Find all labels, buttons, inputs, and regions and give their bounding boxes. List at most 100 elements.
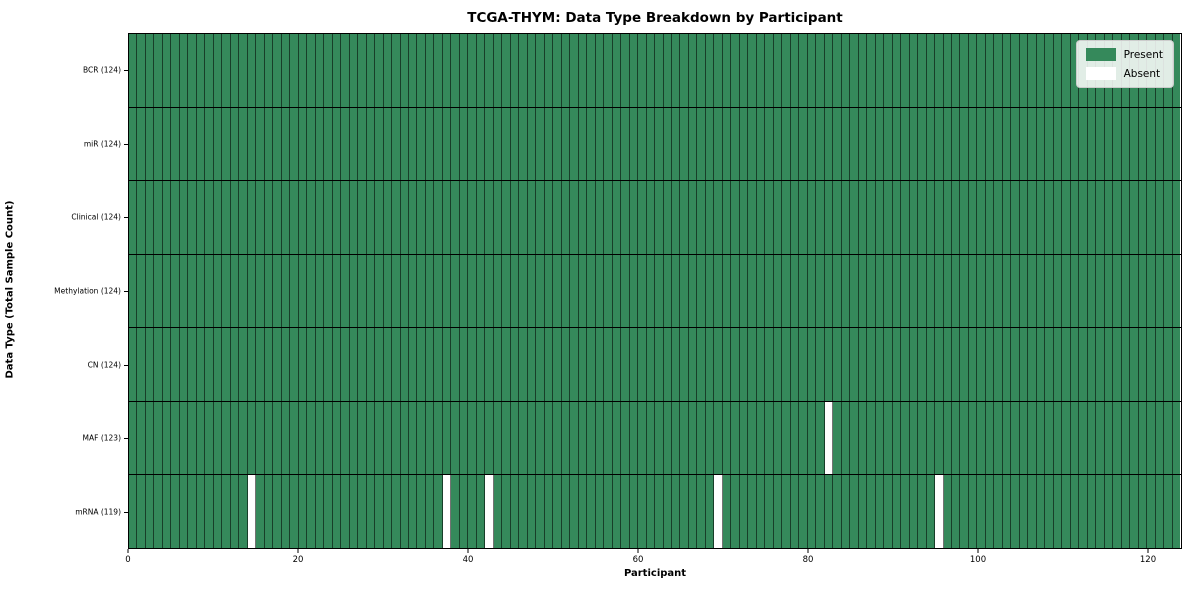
heatmap-cell-present <box>154 181 163 254</box>
heatmap-cell-present <box>833 401 842 475</box>
heatmap-cell-present <box>307 328 316 401</box>
heatmap-cell-present <box>655 107 664 181</box>
heatmap-cell-present <box>595 107 605 181</box>
heatmap-cell-present <box>434 181 443 254</box>
heatmap-cell-present <box>561 34 571 107</box>
heatmap-cell-present <box>256 107 265 181</box>
heatmap-cell-present <box>875 181 885 254</box>
heatmap-cell-present <box>1019 107 1029 181</box>
heatmap-cell-present <box>850 181 859 254</box>
heatmap-cell-present <box>341 328 350 401</box>
heatmap-cell-present <box>205 181 214 254</box>
heatmap-cell-present <box>307 475 316 549</box>
heatmap-cell-present <box>230 401 240 475</box>
heatmap-cell-present <box>196 254 206 328</box>
heatmap-cell-present <box>205 34 214 107</box>
heatmap-cell-present <box>408 401 418 475</box>
heatmap-cell-present <box>519 107 528 181</box>
heatmap-cell-present <box>629 328 639 401</box>
heatmap-cell-present <box>951 475 961 549</box>
heatmap-cell-present <box>570 328 579 401</box>
heatmap-cell-present <box>604 34 613 107</box>
heatmap-cell-present <box>536 107 545 181</box>
heatmap-cell-present <box>688 107 698 181</box>
heatmap-cell-present <box>519 328 528 401</box>
heatmap-cell-present <box>510 254 520 328</box>
heatmap-cell-present <box>901 254 910 328</box>
heatmap-cell-present <box>1172 181 1181 254</box>
heatmap-cell-present <box>1045 181 1054 254</box>
heatmap-cell-present <box>1062 181 1071 254</box>
heatmap-cell-present <box>349 34 359 107</box>
heatmap-cell-present <box>196 328 206 401</box>
heatmap-cell-present <box>892 328 902 401</box>
heatmap-cell-present <box>1002 34 1012 107</box>
heatmap-cell-present <box>442 34 452 107</box>
heatmap-cell-present <box>408 475 418 549</box>
heatmap-cell-present <box>451 34 460 107</box>
y-tick-label: BCR (124) <box>82 65 121 75</box>
heatmap-cell-present <box>324 475 333 549</box>
heatmap-cell-present <box>1062 401 1071 475</box>
heatmap-cell-present <box>960 328 969 401</box>
heatmap-cell-present <box>485 328 494 401</box>
heatmap-cell-present <box>884 181 893 254</box>
heatmap-cell-present <box>782 34 791 107</box>
heatmap-cell-present <box>875 254 885 328</box>
heatmap-cell-absent <box>442 475 452 549</box>
heatmap-cell-present <box>239 328 248 401</box>
heatmap-cell-present <box>536 254 545 328</box>
heatmap-cell-present <box>205 475 214 549</box>
heatmap-cell-present <box>773 107 783 181</box>
heatmap-cell-present <box>137 401 146 475</box>
heatmap-cell-present <box>655 475 664 549</box>
heatmap-cell-present <box>358 34 367 107</box>
heatmap-cell-present <box>688 254 698 328</box>
heatmap-cell-present <box>688 34 698 107</box>
heatmap-cell-present <box>315 181 325 254</box>
heatmap-cell-present <box>315 401 325 475</box>
heatmap-cell-present <box>858 181 868 254</box>
heatmap-cell-present <box>239 254 248 328</box>
heatmap-cell-present <box>349 328 359 401</box>
heatmap-cell-present <box>867 401 876 475</box>
heatmap-cell-present <box>392 475 401 549</box>
heatmap-cell-present <box>392 34 401 107</box>
heatmap-cell-present <box>697 181 706 254</box>
heatmap-cell-present <box>765 107 774 181</box>
heatmap-cell-present <box>1155 181 1165 254</box>
heatmap-cell-present <box>383 401 393 475</box>
heatmap-cell-present <box>129 34 138 107</box>
heatmap-cell-present <box>587 328 596 401</box>
heatmap-cell-present <box>256 475 265 549</box>
heatmap-cell-present <box>629 475 639 549</box>
heatmap-cell-present <box>833 181 842 254</box>
heatmap-cell-present <box>782 401 791 475</box>
heatmap-cell-present <box>527 401 537 475</box>
heatmap-cell-present <box>672 401 681 475</box>
heatmap-cell-present <box>680 401 689 475</box>
heatmap-cell-present <box>256 401 265 475</box>
heatmap-cell-present <box>485 401 494 475</box>
heatmap-cell-present <box>544 107 554 181</box>
heatmap-cell-present <box>171 401 180 475</box>
heatmap-cell-present <box>672 254 681 328</box>
heatmap-cell-present <box>790 475 800 549</box>
heatmap-cell-present <box>1121 254 1131 328</box>
heatmap-cell-present <box>807 181 817 254</box>
heatmap-cell-present <box>799 181 808 254</box>
heatmap-cell-present <box>281 254 291 328</box>
heatmap-cell-present <box>638 254 647 328</box>
heatmap-cell-present <box>1019 401 1029 475</box>
heatmap-cell-present <box>383 107 393 181</box>
heatmap-cell-present <box>162 181 172 254</box>
heatmap-cell-present <box>1113 328 1122 401</box>
heatmap-cell-present <box>765 181 774 254</box>
heatmap-cell-present <box>1011 401 1020 475</box>
heatmap-cell-present <box>349 475 359 549</box>
heatmap-cell-present <box>1070 401 1080 475</box>
y-tick-label: CN (124) <box>87 360 121 370</box>
heatmap-cell-present <box>638 107 647 181</box>
heatmap-cell-present <box>1053 254 1063 328</box>
heatmap-cell-present <box>790 34 800 107</box>
